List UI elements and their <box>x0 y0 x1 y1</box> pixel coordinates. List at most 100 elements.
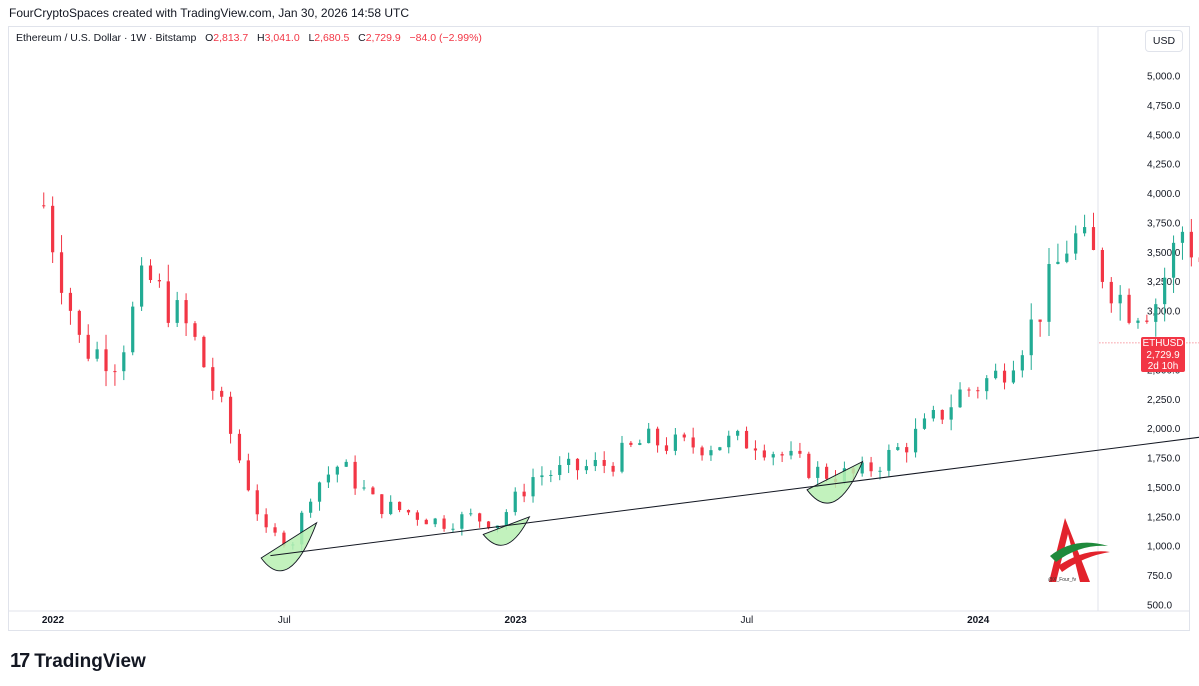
candle-body <box>1109 281 1113 304</box>
candle-body <box>1100 249 1104 282</box>
candle-body <box>655 428 660 446</box>
candle-body <box>59 252 64 293</box>
high-value: 3,041.0 <box>264 32 300 44</box>
candle-body <box>282 532 286 546</box>
watermark-logo-stroke <box>1058 551 1110 572</box>
ticker-tag: ETHUSD <box>1141 337 1185 351</box>
open-label: O <box>205 32 214 44</box>
chart-caption: FourCryptoSpaces created with TradingVie… <box>9 6 409 20</box>
candle-body <box>131 306 135 353</box>
candle-body <box>905 447 909 453</box>
low-label: L <box>308 32 315 44</box>
candle-body <box>1074 233 1078 254</box>
candle-body <box>220 390 224 397</box>
candle-body <box>878 470 882 472</box>
candle-body <box>967 389 971 391</box>
price-tick-label: 1,750.0 <box>1147 454 1181 465</box>
candle-body <box>931 409 935 419</box>
close-value: 2,729.9 <box>365 32 401 44</box>
price-tick-label: 4,750.0 <box>1147 101 1181 112</box>
candle-body <box>42 205 46 207</box>
candle-body <box>887 449 891 471</box>
candle-body <box>486 521 491 529</box>
price-tick-label: 1,500.0 <box>1147 483 1181 494</box>
candle-body <box>531 477 535 497</box>
candle-body <box>451 528 455 530</box>
candle-body <box>540 475 544 478</box>
candle-body <box>317 482 322 502</box>
candle-body <box>344 461 348 467</box>
candle-body <box>1047 264 1051 322</box>
candle-body <box>611 465 615 472</box>
candle-body <box>994 370 998 379</box>
candle-body <box>958 389 962 408</box>
watermark-handle: @X_Four_fv <box>1048 577 1077 583</box>
candle-body <box>371 487 375 495</box>
candle-body <box>682 434 686 438</box>
last-price-tag: 2,729.9 <box>1141 351 1185 361</box>
candle-body <box>1145 320 1149 322</box>
candle-body <box>51 205 55 253</box>
candle-body <box>860 462 864 474</box>
candle-body <box>273 527 277 533</box>
candle-body <box>95 349 99 359</box>
candle-body <box>940 409 944 420</box>
candle-body <box>460 514 464 529</box>
candle-body <box>575 458 580 471</box>
candle-body <box>825 466 829 479</box>
candle-body <box>140 265 144 307</box>
price-tick-label: 2,250.0 <box>1147 395 1181 406</box>
candle-body <box>389 501 393 515</box>
candle-body <box>469 513 473 515</box>
candle-body <box>1091 227 1096 250</box>
candle-body <box>202 336 206 368</box>
support-cup <box>806 460 864 504</box>
candle-body <box>397 501 402 511</box>
price-tick-label: 4,250.0 <box>1147 160 1181 171</box>
candle-body <box>567 458 571 465</box>
candle-body <box>193 323 197 337</box>
tradingview-mark-icon: 17 <box>10 650 30 672</box>
watermark-logo-stroke <box>1050 542 1108 562</box>
candle-body <box>175 300 179 323</box>
tradingview-brand: TradingView <box>34 650 146 672</box>
candle-body <box>744 430 749 449</box>
candle-body <box>1189 231 1193 258</box>
candle-body <box>771 454 775 458</box>
candle-body <box>727 435 731 448</box>
candle-body <box>228 396 233 434</box>
candle-body <box>104 349 108 372</box>
candle-body <box>1038 319 1042 322</box>
candle-body <box>184 300 188 324</box>
candle-body <box>478 513 482 522</box>
candle-body <box>1136 320 1140 323</box>
candle-body <box>629 442 633 445</box>
candle-body <box>1065 253 1069 262</box>
currency-button[interactable]: USD <box>1145 30 1183 52</box>
candle-body <box>691 437 695 448</box>
time-tick-label: Jul <box>278 615 291 626</box>
candle-body <box>549 474 553 476</box>
time-tick-label: 2024 <box>967 615 990 626</box>
candle-body <box>1011 370 1016 383</box>
candle-body <box>353 461 357 489</box>
candle-body <box>415 512 419 520</box>
candle-body <box>1163 277 1167 305</box>
countdown-tag: 2d 10h <box>1141 361 1185 372</box>
candle-body <box>1154 304 1158 322</box>
candle-body <box>442 518 446 529</box>
candle-body <box>1082 227 1087 234</box>
candle-body <box>1180 231 1185 243</box>
candle-body <box>1029 319 1033 356</box>
tradingview-logo[interactable]: 17 TradingView <box>10 650 146 673</box>
candle-body <box>664 445 669 451</box>
high-label: H <box>257 32 265 44</box>
candle-body <box>602 460 606 466</box>
price-tick-label: 500.0 <box>1147 601 1172 612</box>
candle-body <box>1056 261 1060 265</box>
change-value: −84.0 (−2.99%) <box>409 32 482 44</box>
candle-body <box>264 514 268 528</box>
price-tick-label: 1,250.0 <box>1147 512 1181 523</box>
candle-body <box>558 464 562 475</box>
